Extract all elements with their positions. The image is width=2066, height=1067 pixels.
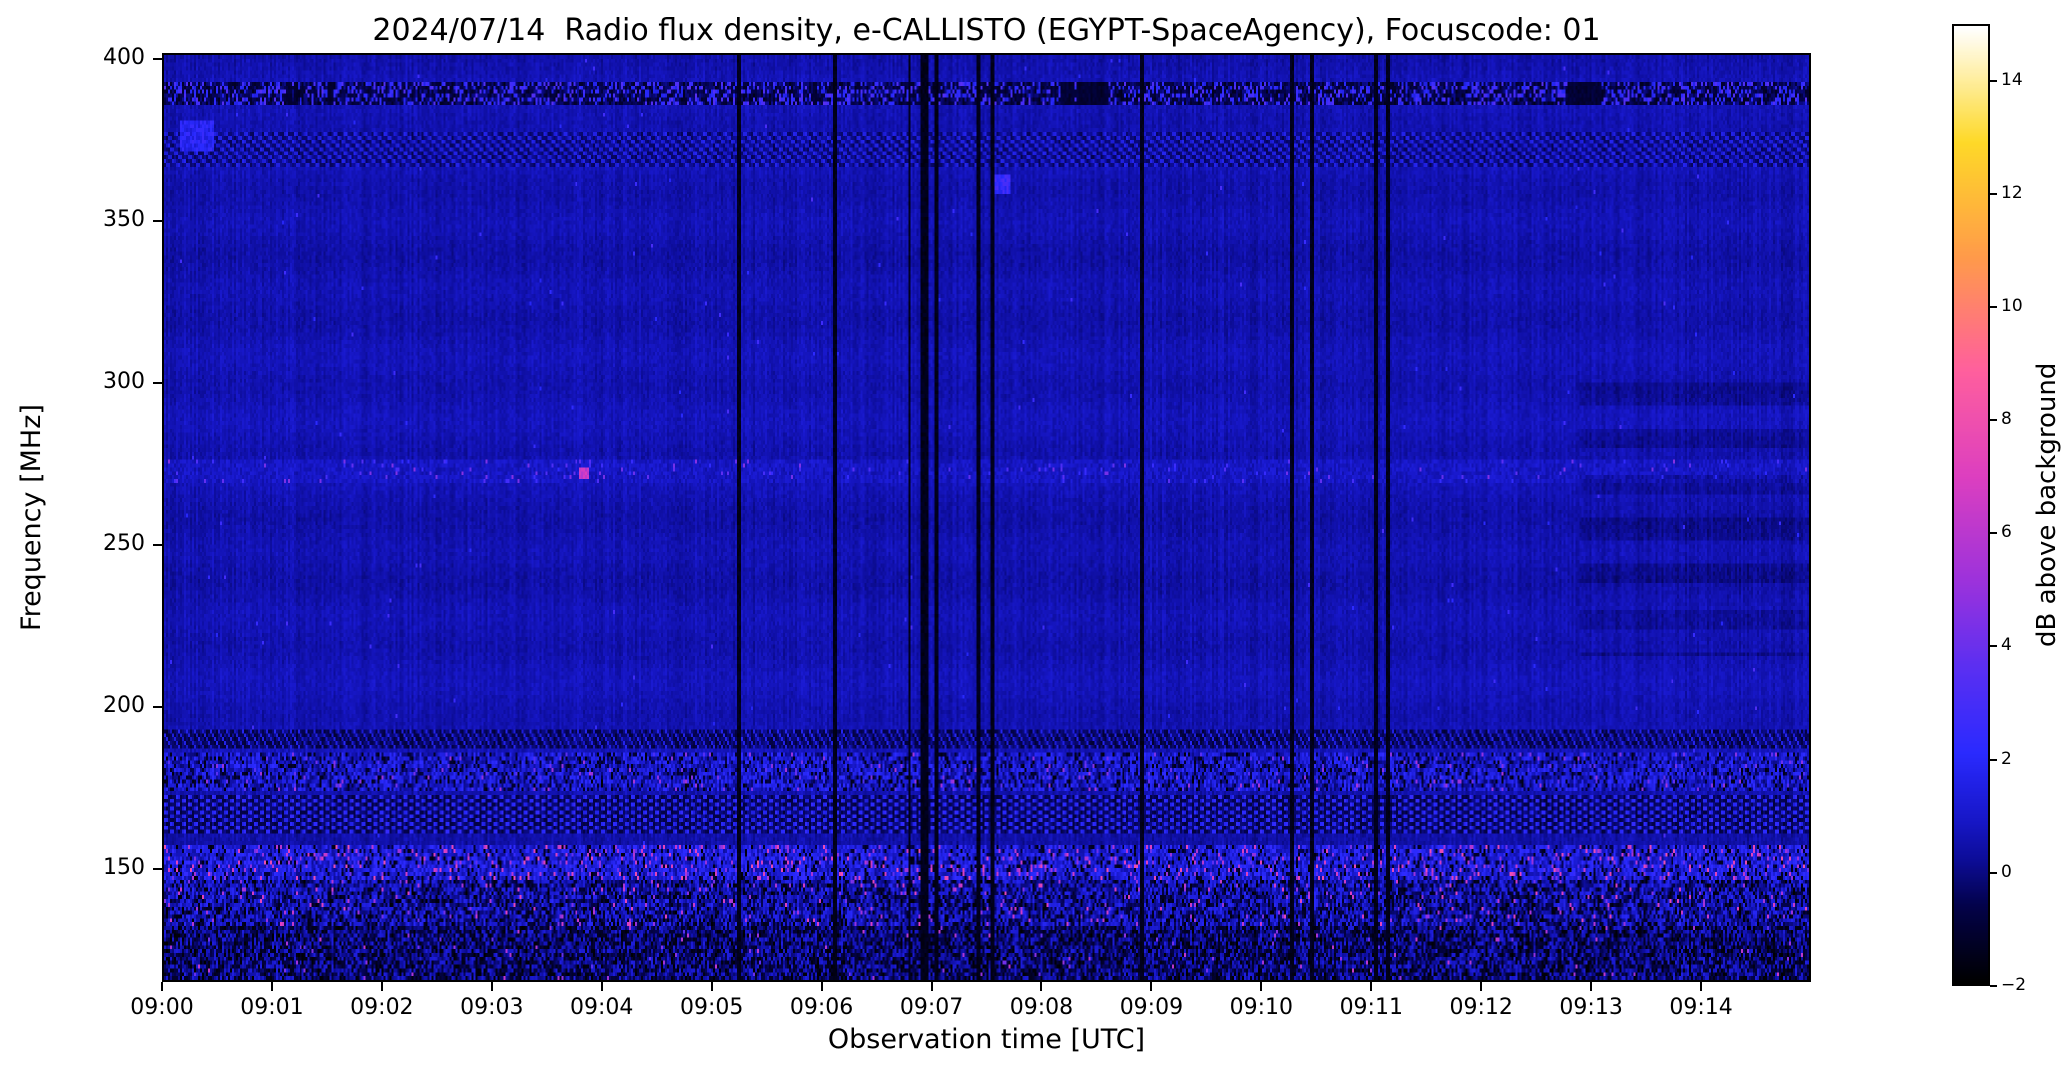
y-tick [153, 705, 162, 708]
y-tick [153, 544, 162, 546]
y-tick-label: 200 [103, 692, 145, 718]
colorbar-tick-label: 0 [2001, 861, 2012, 882]
colorbar [1952, 24, 1990, 986]
x-tick [1370, 982, 1373, 991]
colorbar-label: dB above background [2032, 362, 2062, 648]
x-tick [1480, 982, 1483, 991]
x-tick [490, 982, 493, 991]
x-tick [380, 982, 383, 991]
x-tick [1260, 982, 1263, 991]
colorbar-tick-label: 12 [2001, 182, 2023, 203]
x-tick-label: 09:03 [460, 995, 524, 1020]
x-tick-label: 09:14 [1669, 995, 1733, 1020]
x-tick-label: 09:02 [350, 995, 414, 1020]
y-tick-label: 400 [103, 45, 145, 71]
x-tick-label: 09:09 [1119, 995, 1184, 1020]
x-tick [1590, 982, 1593, 991]
x-tick [161, 982, 163, 991]
y-tick [153, 867, 162, 870]
x-tick-label: 09:00 [130, 995, 194, 1020]
x-tick-label: 09:10 [1229, 995, 1294, 1020]
y-tick-label: 150 [103, 854, 145, 880]
colorbar-tick [1990, 419, 1997, 422]
colorbar-tick-label: 10 [2001, 295, 2023, 316]
x-tick [1040, 982, 1043, 991]
x-axis-label: Observation time [UTC] [827, 1024, 1146, 1055]
x-tick-label: 09:05 [679, 995, 744, 1020]
x-tick [930, 982, 933, 991]
x-tick-label: 09:07 [899, 995, 964, 1020]
y-tick [153, 220, 162, 223]
spectrogram-plot [162, 53, 1811, 982]
colorbar-tick [1990, 192, 1997, 195]
x-tick-label: 09:12 [1449, 995, 1513, 1020]
y-tick-label: 250 [103, 531, 145, 556]
x-tick [270, 982, 273, 991]
x-tick [710, 982, 713, 991]
colorbar-tick [1990, 532, 1997, 535]
colorbar-tick-label: 8 [2001, 409, 2012, 430]
colorbar-tick-label: 14 [2001, 69, 2023, 90]
colorbar-tick [1990, 758, 1997, 761]
y-axis-label: Frequency [MHz] [16, 404, 47, 631]
x-tick-label: 09:11 [1339, 995, 1403, 1020]
x-tick [1150, 982, 1153, 991]
colorbar-tick-label: −2 [2001, 975, 2027, 995]
chart-title: 2024/07/14 Radio flux density, e-CALLIST… [372, 13, 1601, 48]
x-tick [820, 982, 823, 991]
x-tick-label: 09:13 [1559, 995, 1623, 1020]
colorbar-tick [1990, 79, 1997, 82]
x-tick-label: 09:08 [1009, 995, 1074, 1020]
spectrogram-canvas [164, 55, 1809, 980]
colorbar-tick [1990, 305, 1997, 308]
x-tick-label: 09:04 [570, 995, 634, 1020]
y-tick-label: 300 [103, 369, 145, 395]
y-tick [153, 58, 162, 61]
x-tick-label: 09:06 [789, 995, 854, 1020]
y-tick-label: 350 [103, 207, 145, 233]
x-tick-label: 09:01 [240, 995, 304, 1020]
colorbar-tick [1990, 645, 1997, 648]
y-tick [153, 382, 162, 385]
x-tick [600, 982, 603, 991]
colorbar-tick-label: 6 [2001, 522, 2012, 543]
colorbar-canvas [1954, 26, 1988, 984]
x-tick [1700, 982, 1703, 991]
colorbar-tick [1990, 871, 1997, 874]
colorbar-tick [1990, 985, 1997, 987]
colorbar-tick-label: 2 [2001, 748, 2012, 769]
colorbar-tick-label: 4 [2001, 635, 2012, 656]
